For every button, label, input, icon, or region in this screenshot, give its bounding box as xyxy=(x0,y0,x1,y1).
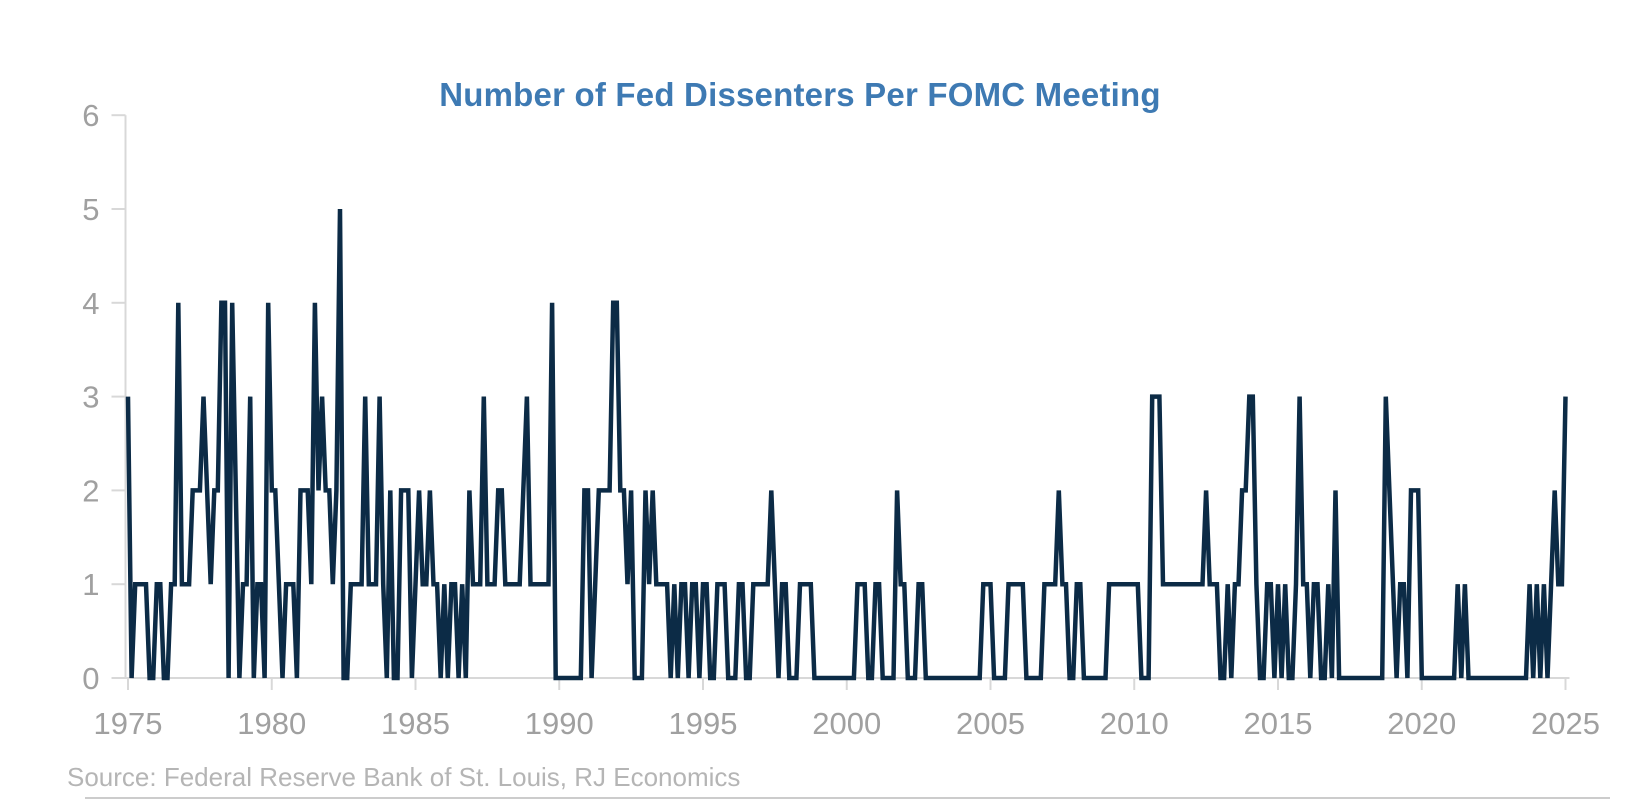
x-axis-label: 1990 xyxy=(525,706,594,741)
y-axis-label: 4 xyxy=(82,286,99,321)
x-axis-label: 2000 xyxy=(812,706,881,741)
y-axis-label: 0 xyxy=(82,661,99,696)
x-axis-label: 2010 xyxy=(1100,706,1169,741)
x-axis-label: 2005 xyxy=(956,706,1025,741)
y-axis-label: 2 xyxy=(82,473,99,508)
y-axis-label: 6 xyxy=(82,98,99,133)
x-axis-label: 1975 xyxy=(94,706,163,741)
y-axis-label: 3 xyxy=(82,380,99,415)
x-axis-label: 2020 xyxy=(1387,706,1456,741)
x-axis-label: 1995 xyxy=(669,706,738,741)
dissenters-line xyxy=(125,208,1568,681)
y-axis-label: 5 xyxy=(82,192,99,227)
source-note: Source: Federal Reserve Bank of St. Loui… xyxy=(67,762,741,792)
y-axis-label: 1 xyxy=(82,567,99,602)
bottom-divider-line xyxy=(85,797,1610,799)
x-axis-label: 2015 xyxy=(1244,706,1313,741)
x-axis-label: 1980 xyxy=(237,706,306,741)
chart-title: Number of Fed Dissenters Per FOMC Meetin… xyxy=(439,76,1161,113)
x-axis-label: 1985 xyxy=(381,706,450,741)
x-axis-label: 2025 xyxy=(1531,706,1600,741)
